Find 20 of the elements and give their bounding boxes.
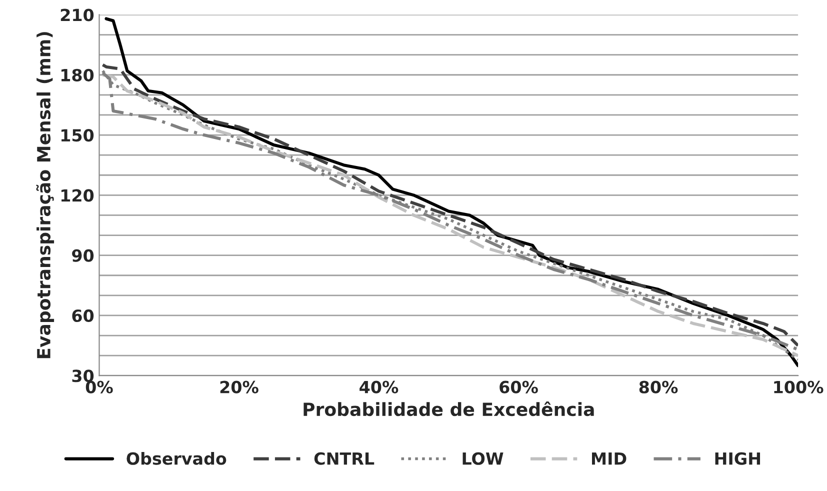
x-tick-label: 80% xyxy=(639,380,678,394)
x-axis-title: Probabilidade de Excedência xyxy=(304,401,594,416)
x-tick-label: 40% xyxy=(360,380,398,394)
legend-label: Observado xyxy=(126,452,226,465)
legend-label: LOW xyxy=(462,452,504,465)
y-tick-label: 150 xyxy=(61,128,94,142)
x-tick-label: 0% xyxy=(86,380,113,394)
x-tick-label: 60% xyxy=(500,380,538,394)
legend-label: CNTRL xyxy=(314,452,374,465)
legend-label: MID xyxy=(592,452,626,465)
y-tick-label: 180 xyxy=(61,68,94,82)
x-tick-label: 100% xyxy=(774,380,824,394)
y-tick-label: 120 xyxy=(61,189,94,202)
legend-label: HIGH xyxy=(715,452,760,465)
y-tick-label: 60 xyxy=(72,309,94,322)
y-axis-title: Evapotranspiração Mensal (mm) xyxy=(36,32,54,358)
x-tick-label: 20% xyxy=(220,380,258,394)
y-tick-label: 210 xyxy=(60,8,94,22)
y-tick-label: 90 xyxy=(72,249,94,262)
y-tick-label: 30 xyxy=(72,370,94,382)
